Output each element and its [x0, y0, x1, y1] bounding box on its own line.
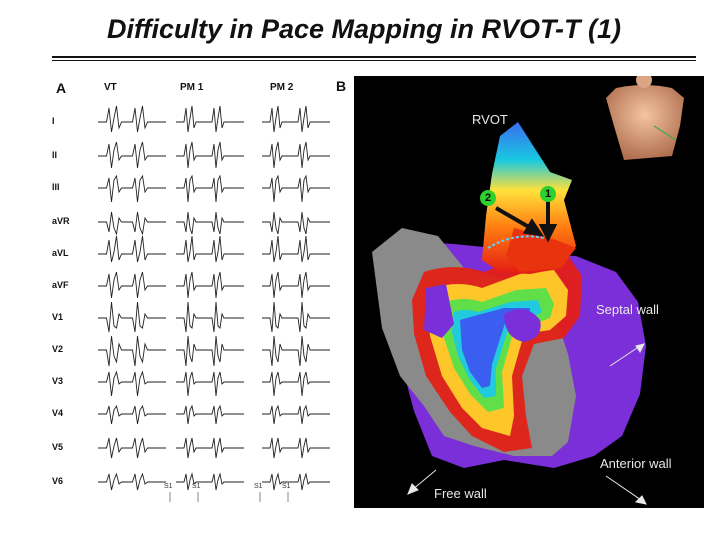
lead-label-v6: V6: [52, 476, 64, 486]
ecg-trace: [176, 404, 244, 425]
column-header-vt: VT: [104, 82, 117, 93]
rvot-structure: [482, 122, 576, 274]
activation-map-graphic: [372, 76, 684, 505]
ecg-trace: [98, 141, 166, 169]
free-wall-arrowhead: [407, 483, 419, 495]
ecg-trace: [98, 174, 166, 203]
ecg-trace: [98, 211, 166, 236]
lead-label-v2: V2: [52, 344, 64, 354]
ecg-trace: [98, 335, 166, 367]
ecg-trace: [262, 105, 330, 133]
ecg-trace: [176, 174, 244, 203]
title-divider: [52, 56, 696, 58]
ecg-trace: [176, 141, 244, 169]
stim-label-1: S1: [164, 483, 173, 490]
ecg-trace: [176, 437, 244, 459]
ecg-trace: [262, 174, 330, 203]
ecg-trace: [262, 141, 330, 169]
septal-wall-label: Septal wall: [596, 302, 659, 317]
lead-label-avl: aVL: [52, 248, 69, 258]
column-header-pm2: PM 2: [270, 82, 294, 93]
stim-label-2: S1: [192, 483, 201, 490]
lead-label-ii: II: [52, 150, 58, 160]
ecg-trace: [176, 472, 244, 491]
anterior-wall-label: Anterior wall: [600, 456, 672, 471]
ecg-trace: [176, 211, 244, 235]
lead-label-iii: III: [52, 182, 60, 192]
panel-b-label: B: [336, 78, 347, 94]
rvot-red-tip: [506, 228, 576, 272]
anterior-wall-arrow: [605, 475, 645, 503]
ecg-trace: [176, 301, 244, 333]
septal-wall-arrowhead: [635, 343, 645, 353]
slide-title: Difficulty in Pace Mapping in RVOT-T (1): [106, 14, 622, 44]
ecg-trace: [262, 335, 330, 367]
violet-island-center: [504, 309, 541, 342]
ecg-trace: [98, 370, 166, 397]
ecg-trace: [262, 301, 330, 333]
ecg-trace: [176, 335, 244, 367]
lead-label-avf: aVF: [52, 280, 69, 290]
ecg-trace: [262, 211, 330, 235]
pacing-arrows: [494, 196, 558, 243]
title-divider-thin: [52, 60, 696, 61]
pacing-site-marker-2: 2: [480, 190, 496, 206]
ecg-trace: [98, 301, 166, 333]
stim-label-4: S1: [282, 483, 291, 490]
lead-label-avr: aVR: [52, 216, 70, 226]
lead-label-v4: V4: [52, 408, 64, 418]
ecg-trace: [98, 437, 166, 459]
lead-label-v1: V1: [52, 312, 64, 322]
panel-a-label: A: [56, 80, 67, 96]
ecg-trace: [176, 105, 244, 133]
anterior-wall-arrowhead: [634, 495, 647, 505]
rvot-label: RVOT: [472, 112, 508, 127]
ecg-traces: S1 S1 S1 S1: [98, 105, 330, 502]
stim-label-3: S1: [254, 483, 263, 490]
free-wall-arrow: [411, 469, 437, 491]
ecg-trace: [176, 371, 244, 397]
lead-label-v3: V3: [52, 376, 64, 386]
violet-island-left: [424, 284, 454, 338]
ecg-trace: [262, 235, 330, 263]
ecg-trace: [98, 105, 166, 133]
activation-map: RVOT 1 2 Septal wall Anterior wall Free …: [354, 76, 704, 508]
ecg-trace: [262, 437, 330, 459]
ecg-trace: [98, 235, 166, 263]
ecg-trace: [98, 404, 166, 425]
ecg-trace: [98, 271, 166, 299]
septal-wall-arrow: [609, 345, 641, 367]
pacing-site-marker-1: 1: [540, 186, 556, 202]
lead-label-i: I: [52, 116, 55, 126]
ecg-trace: [176, 271, 244, 299]
column-header-pm1: PM 1: [180, 82, 204, 93]
torso-orientation-icon: [606, 76, 684, 160]
free-wall-label: Free wall: [434, 486, 487, 501]
ecg-trace: [262, 271, 330, 299]
ecg-trace: [262, 404, 330, 425]
ecg-trace: [262, 472, 330, 491]
lead-label-v5: V5: [52, 442, 64, 452]
ecg-trace: [98, 472, 166, 491]
ecg-trace: [262, 371, 330, 397]
ecg-trace: [176, 235, 244, 263]
activation-band-blue: [460, 308, 530, 388]
ecg-panel: A VT PM 1 PM 2 I II III aVR aVL aVF V1 V…: [52, 76, 344, 516]
